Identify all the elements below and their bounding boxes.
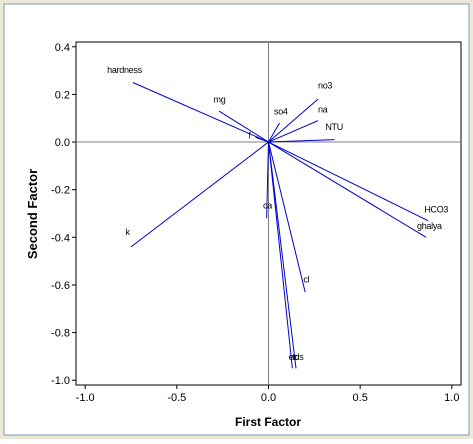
vector-mg	[218, 110, 269, 143]
y-tick-label: 0.2	[55, 89, 70, 101]
loading-vectors	[130, 82, 429, 369]
label-f: f	[248, 130, 251, 140]
vector-na	[268, 120, 319, 143]
vector-ca	[266, 142, 269, 219]
vector-ec	[268, 141, 293, 369]
vector-hardness	[132, 82, 269, 143]
x-tick-label: 0.0	[261, 392, 276, 404]
label-so4: so4	[274, 107, 288, 117]
y-tick-label: -1.0	[51, 375, 70, 387]
y-tick-label: -0.8	[51, 328, 70, 340]
label-ntu: NTU	[325, 122, 343, 132]
vector-so4	[268, 122, 280, 143]
variable-labels: hardness mg so4 no3 na NTU f HCO3 ghalya k ca cl ect…	[107, 65, 449, 362]
label-ghalya: ghalya	[417, 221, 442, 231]
vector-hco3	[268, 141, 429, 222]
vector-tds	[268, 141, 297, 369]
y-tick-label: 0.0	[55, 137, 70, 149]
label-hco3: HCO3	[424, 204, 448, 214]
y-axis-title: Second Factor	[25, 169, 40, 259]
x-axis-title: First Factor	[235, 415, 301, 429]
y-axis: 0.4 0.2 0.0 -0.2 -0.4 -0.6 -0.8 -1.0	[51, 42, 76, 387]
vector-f	[255, 136, 269, 143]
label-tds: tds	[292, 352, 304, 362]
y-tick-label: -0.2	[51, 185, 70, 197]
x-tick-label: -0.5	[167, 392, 186, 404]
y-tick-label: -0.6	[51, 280, 70, 292]
label-no3: no3	[318, 80, 332, 90]
vector-ghalya	[268, 141, 427, 238]
x-tick-label: 0.5	[353, 392, 368, 404]
label-cl: cl	[303, 275, 309, 285]
label-na: na	[318, 104, 328, 114]
x-tick-label: 1.0	[444, 392, 459, 404]
vector-cl	[268, 141, 306, 293]
label-hardness: hardness	[107, 65, 142, 75]
label-mg: mg	[214, 95, 226, 105]
x-tick-label: -1.0	[76, 392, 95, 404]
y-tick-label: -0.4	[51, 232, 70, 244]
label-ca: ca	[263, 201, 272, 211]
label-ec: ec	[289, 352, 299, 362]
x-axis: -1.0 -0.5 0.0 0.5 1.0	[76, 385, 459, 404]
vector-no3	[268, 98, 319, 143]
vector-k	[130, 141, 269, 248]
y-tick-label: 0.4	[55, 42, 70, 54]
vector-ntu	[268, 139, 335, 143]
label-k: k	[126, 227, 131, 237]
